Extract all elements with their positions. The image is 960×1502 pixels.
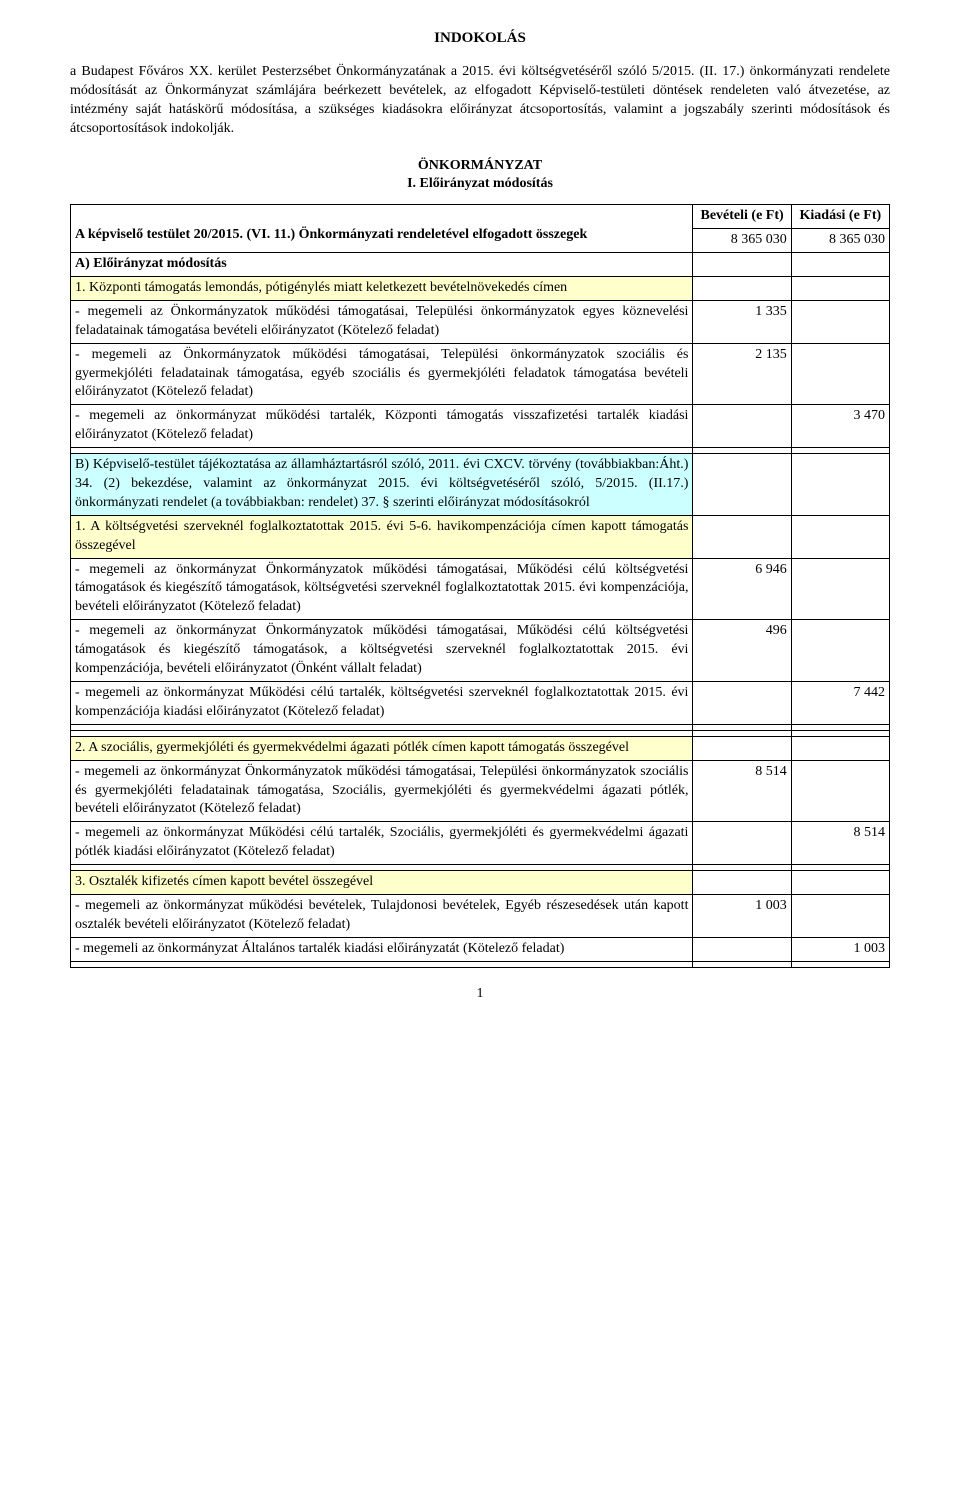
section-heading: ÖNKORMÁNYZAT I. Előirányzat módosítás [70, 157, 890, 195]
b2a-bev: 8 514 [693, 760, 791, 822]
table-row: 1. Központi támogatás lemondás, pótigény… [71, 277, 890, 301]
table-row: 3. Osztalék kifizetés címen kapott bevét… [71, 871, 890, 895]
table-row: - megemeli az Önkormányzatok működési tá… [71, 300, 890, 343]
b2b-label: - megemeli az önkormányzat Működési célú… [71, 822, 693, 865]
section-heading-line1: ÖNKORMÁNYZAT [418, 158, 542, 173]
b2-label: 2. A szociális, gyermekjóléti és gyermek… [71, 736, 693, 760]
table-row: 2. A szociális, gyermekjóléti és gyermek… [71, 736, 890, 760]
budget-table: A képviselő testület 20/2015. (VI. 11.) … [70, 204, 890, 967]
table-header-row: A képviselő testület 20/2015. (VI. 11.) … [71, 205, 890, 229]
a1a-bev: 1 335 [693, 300, 791, 343]
table-row: - megemeli az önkormányzat működési bevé… [71, 894, 890, 937]
adopted-label: A képviselő testület 20/2015. (VI. 11.) … [71, 205, 693, 253]
adopted-bev: 8 365 030 [693, 229, 791, 253]
a1b-label: - megemeli az Önkormányzatok működési tá… [71, 343, 693, 405]
table-row: B) Képviselő-testület tájékoztatása az á… [71, 454, 890, 516]
page-number: 1 [70, 986, 890, 1002]
b1-label: 1. A költségvetési szerveknél foglalkozt… [71, 515, 693, 558]
section-heading-line2: I. Előirányzat módosítás [407, 176, 553, 191]
b1a-label: - megemeli az önkormányzat Önkormányzato… [71, 558, 693, 620]
b2b-kiad: 8 514 [791, 822, 889, 865]
table-row: 1. A költségvetési szerveknél foglalkozt… [71, 515, 890, 558]
blank-row [71, 961, 890, 967]
adopted-kiad: 8 365 030 [791, 229, 889, 253]
table-row: - megemeli az önkormányzat Önkormányzato… [71, 620, 890, 682]
intro-paragraph: a Budapest Főváros XX. kerület Pesterzsé… [70, 63, 890, 139]
table-row: - megemeli az önkormányzat működési tart… [71, 405, 890, 448]
b1b-bev: 496 [693, 620, 791, 682]
b3b-kiad: 1 003 [791, 937, 889, 961]
a1c-kiad: 3 470 [791, 405, 889, 448]
a1a-label: - megemeli az Önkormányzatok működési tá… [71, 300, 693, 343]
document-title: INDOKOLÁS [70, 30, 890, 47]
section-a-label: A) Előirányzat módosítás [71, 253, 693, 277]
col-header-bevetel: Bevételi (e Ft) [693, 205, 791, 229]
table-row: - megemeli az önkormányzat Általános tar… [71, 937, 890, 961]
table-row: - megemeli az Önkormányzatok működési tá… [71, 343, 890, 405]
b2a-label: - megemeli az önkormányzat Önkormányzato… [71, 760, 693, 822]
table-row: - megemeli az önkormányzat Önkormányzato… [71, 760, 890, 822]
table-row: - megemeli az önkormányzat Önkormányzato… [71, 558, 890, 620]
b1a-bev: 6 946 [693, 558, 791, 620]
b3a-bev: 1 003 [693, 894, 791, 937]
b1b-label: - megemeli az önkormányzat Önkormányzato… [71, 620, 693, 682]
b3-label: 3. Osztalék kifizetés címen kapott bevét… [71, 871, 693, 895]
a1b-bev: 2 135 [693, 343, 791, 405]
col-header-kiadas: Kiadási (e Ft) [791, 205, 889, 229]
b1c-label: - megemeli az önkormányzat Működési célú… [71, 681, 693, 724]
b1c-kiad: 7 442 [791, 681, 889, 724]
table-row: - megemeli az önkormányzat Működési célú… [71, 822, 890, 865]
b3b-label: - megemeli az önkormányzat Általános tar… [71, 937, 693, 961]
a1-label: 1. Központi támogatás lemondás, pótigény… [71, 277, 693, 301]
section-b-label: B) Képviselő-testület tájékoztatása az á… [71, 454, 693, 516]
b3a-label: - megemeli az önkormányzat működési bevé… [71, 894, 693, 937]
table-row: - megemeli az önkormányzat Működési célú… [71, 681, 890, 724]
a1c-label: - megemeli az önkormányzat működési tart… [71, 405, 693, 448]
table-row: A) Előirányzat módosítás [71, 253, 890, 277]
